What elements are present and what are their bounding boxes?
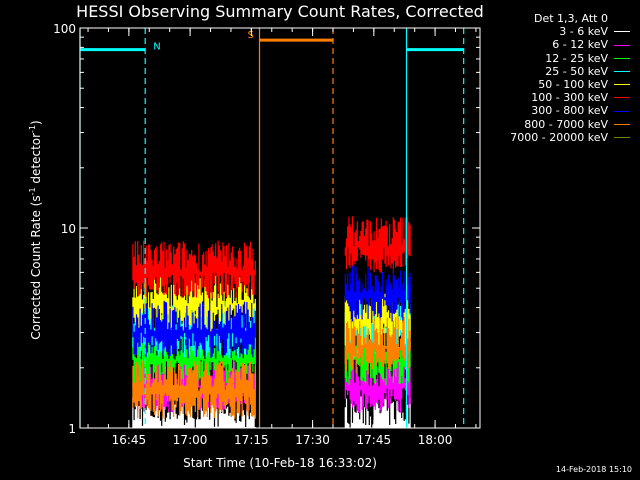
x-axis-label: Start Time (10-Feb-18 16:33:02) [183, 456, 377, 470]
x-tick-label-2: 17:15 [234, 433, 269, 447]
x-tick-label-1: 17:00 [173, 433, 208, 447]
footer-date: 14-Feb-2018 15:10 [555, 465, 632, 474]
series-7-band [344, 316, 411, 375]
x-tick-label-4: 17:45 [357, 433, 392, 447]
series-7-band [132, 360, 256, 419]
legend-label: 12 - 25 keV [545, 51, 608, 65]
legend-item-3: 25 - 50 keV [482, 65, 630, 78]
legend-label: 800 - 7000 keV [524, 117, 608, 131]
legend-header: Det 1,3, Att 0 [534, 12, 608, 25]
legend-swatch [614, 44, 630, 46]
x-tick-label-0: 16:45 [112, 433, 147, 447]
series-0-band [344, 396, 411, 428]
y-tick-label-2: 100 [53, 22, 76, 36]
legend-label: 25 - 50 keV [545, 64, 608, 78]
legend-label: 6 - 12 keV [552, 38, 608, 52]
legend-item-7: 800 - 7000 keV [482, 118, 630, 131]
legend-swatch [614, 84, 630, 86]
legend-item-4: 50 - 100 keV [482, 78, 630, 91]
annotation-label-1: S [248, 30, 254, 41]
legend-item-2: 12 - 25 keV [482, 52, 630, 65]
legend-item-6: 300 - 800 keV [482, 104, 630, 117]
annotation-label-0: N [153, 42, 160, 53]
chart-title: HESSI Observing Summary Count Rates, Cor… [76, 2, 484, 21]
series-6-band [132, 300, 256, 359]
legend-swatch [614, 57, 630, 59]
legend-swatch [614, 136, 630, 138]
legend-swatch [614, 31, 630, 33]
legend-swatch [614, 110, 630, 112]
y-axis-label: Corrected Count Rate (s-1 detector-1) [28, 120, 43, 339]
legend-item-8: 7000 - 20000 keV [482, 131, 630, 144]
plot-area: N S 16:45 17:00 17:15 17:30 17:45 18:00 1 10 100 [53, 22, 481, 447]
x-tick-label-3: 17:30 [295, 433, 330, 447]
legend-swatch [614, 97, 630, 99]
x-tick-label-5: 18:00 [418, 433, 453, 447]
y-tick-label-0: 1 [68, 422, 76, 436]
y-tick-label-1: 10 [61, 222, 76, 236]
legend-label: 3 - 6 keV [559, 25, 608, 39]
legend-label: 100 - 300 keV [531, 91, 608, 105]
series-0-band [132, 395, 256, 428]
legend-item-5: 100 - 300 keV [482, 91, 630, 104]
legend-label: 50 - 100 keV [538, 78, 608, 92]
legend-item-1: 6 - 12 keV [482, 38, 630, 51]
legend-swatch [614, 70, 630, 72]
legend-label: 300 - 800 keV [531, 104, 608, 118]
legend-swatch [614, 123, 630, 125]
series-6-band [344, 265, 411, 324]
legend-item-0: 3 - 6 keV [482, 25, 630, 38]
series-5-band [344, 216, 411, 274]
legend: Det 1,3, Att 0 3 - 6 keV 6 - 12 keV 12 - 2… [482, 12, 630, 144]
legend-label: 7000 - 20000 keV [510, 130, 608, 144]
series-5-band [132, 240, 256, 299]
